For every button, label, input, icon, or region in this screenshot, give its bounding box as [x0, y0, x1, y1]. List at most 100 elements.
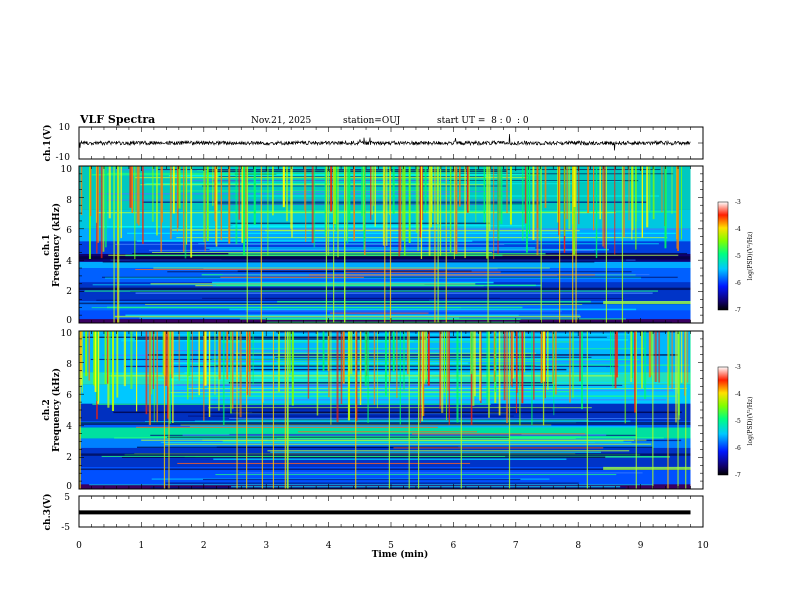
- sferic: [421, 166, 424, 221]
- sferic: [686, 331, 689, 383]
- sferic: [129, 166, 132, 208]
- narrowband-line: [239, 318, 626, 320]
- colorbar-2-scale: [717, 366, 729, 476]
- sferic: [539, 166, 541, 241]
- sferic-strong: [667, 331, 669, 489]
- sferic: [142, 166, 144, 245]
- colorbar-2-tick: -6: [735, 445, 741, 452]
- sferic: [305, 166, 307, 242]
- spec1-ytick: 10: [61, 165, 73, 175]
- sferic: [403, 166, 406, 256]
- sferic: [540, 331, 543, 383]
- spec2-ylabel: Frequency (kHz): [51, 368, 62, 452]
- narrowband-line: [218, 175, 486, 178]
- sferic-strong: [246, 166, 248, 323]
- sferic: [599, 166, 602, 220]
- sferic: [439, 166, 442, 257]
- narrowband-line: [217, 203, 541, 205]
- narrowband-line: [147, 354, 680, 356]
- sferic: [216, 166, 218, 211]
- ch1-ytick-top: 10: [59, 123, 71, 133]
- sferic: [421, 331, 423, 422]
- sferic: [455, 166, 458, 254]
- narrowband-line: [153, 267, 550, 269]
- sferic: [533, 331, 535, 400]
- spec2-ytick: 8: [66, 360, 72, 370]
- sferic-strong: [558, 166, 561, 323]
- narrowband-line: [266, 321, 520, 324]
- sferic: [470, 331, 473, 425]
- sferic: [525, 166, 528, 253]
- spec1-yticklabels: 0 2 4 6 8 10: [61, 165, 73, 326]
- sferic: [623, 166, 625, 238]
- sferic: [498, 331, 501, 416]
- sferic: [108, 166, 111, 219]
- narrowband-line: [168, 392, 487, 394]
- sferic: [150, 331, 153, 395]
- sferic: [493, 331, 496, 383]
- colorbar-2: -3 -4 -5 -6 -7 log(PSD)(V²/Hz): [717, 364, 754, 479]
- narrowband-line: [121, 339, 414, 342]
- narrowband-line: [97, 226, 442, 228]
- sferic: [161, 166, 163, 223]
- sferic: [235, 166, 238, 245]
- sferic: [389, 166, 391, 215]
- sferic: [291, 331, 294, 406]
- sferic: [456, 331, 459, 423]
- sferic: [459, 166, 461, 207]
- narrowband-line: [150, 283, 476, 285]
- narrowband-line: [230, 222, 491, 224]
- sferic: [628, 166, 630, 221]
- x-tick-label: 9: [638, 541, 644, 551]
- sferic-strong: [508, 331, 511, 489]
- narrowband-line: [125, 254, 503, 257]
- sferic: [555, 331, 557, 395]
- x-tick-label: 4: [326, 541, 332, 551]
- sferic: [676, 166, 678, 249]
- sferic: [208, 331, 211, 417]
- sferic: [285, 166, 288, 222]
- narrowband-line: [603, 466, 691, 470]
- narrowband-line: [124, 365, 619, 368]
- sferic: [568, 166, 571, 230]
- sferic: [422, 331, 425, 417]
- narrowband-line: [216, 446, 459, 448]
- sferic: [595, 166, 598, 259]
- sferic: [650, 331, 653, 376]
- sferic: [162, 331, 165, 375]
- sferic: [361, 166, 363, 217]
- sferic: [239, 331, 242, 418]
- sferic: [536, 166, 539, 256]
- sferic-strong: [445, 166, 447, 323]
- sferic: [185, 166, 188, 245]
- sferic: [136, 331, 138, 412]
- narrowband-line: [276, 360, 546, 362]
- sferic: [466, 166, 469, 213]
- narrowband-line: [177, 462, 471, 464]
- sferic: [425, 166, 427, 209]
- sferic: [187, 331, 189, 400]
- sferic: [603, 166, 606, 249]
- sferic: [610, 331, 612, 375]
- sferic: [107, 331, 110, 408]
- sferic: [291, 166, 293, 238]
- sferic: [631, 166, 634, 231]
- sferic: [230, 331, 232, 414]
- sferic-strong: [261, 331, 264, 489]
- narrowband-line: [233, 407, 552, 410]
- narrowband-line: [121, 456, 606, 458]
- sferic: [97, 166, 99, 243]
- narrowband-line: [114, 315, 581, 318]
- sferic-strong: [388, 331, 390, 489]
- sferic-strong: [586, 331, 588, 489]
- sferic: [399, 166, 402, 251]
- spec1-ytick: 4: [66, 257, 72, 267]
- narrowband-line: [155, 379, 460, 381]
- sferic: [641, 331, 644, 389]
- sferic: [96, 331, 99, 402]
- narrowband-line: [148, 249, 595, 252]
- colorbar-1: -3 -4 -5 -6 -7 log(PSD)(V²/Hz): [717, 199, 754, 314]
- sferic-strong: [117, 166, 119, 323]
- sferic: [184, 166, 187, 259]
- narrowband-line: [135, 292, 653, 294]
